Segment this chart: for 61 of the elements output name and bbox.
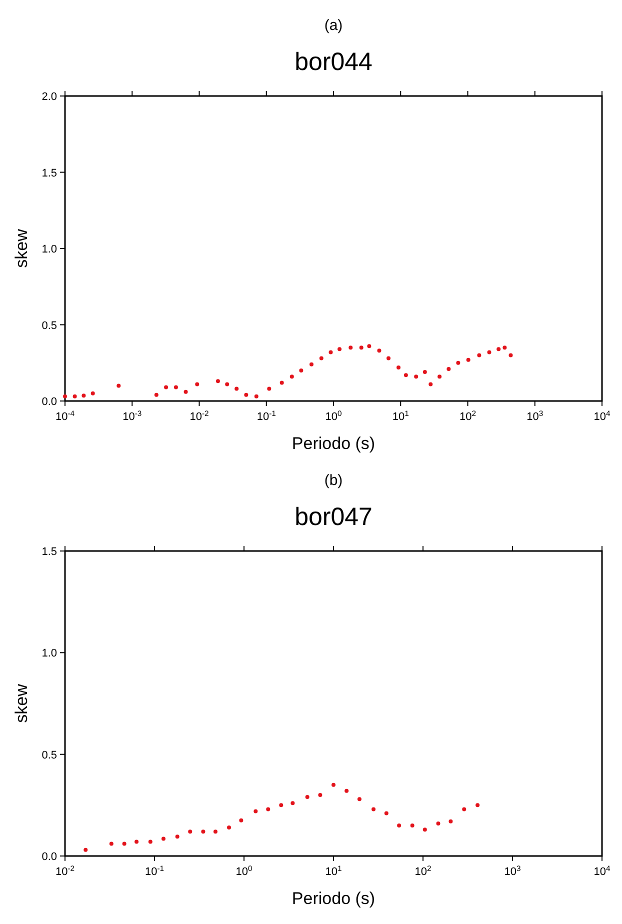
text: (a) <box>324 17 343 34</box>
point <box>410 824 414 828</box>
y-tick-label: 0.0 <box>42 396 57 408</box>
point <box>266 807 270 812</box>
point <box>332 782 336 787</box>
x-tick-label: 10$^{-2}$ <box>55 864 75 878</box>
point <box>254 809 258 814</box>
point <box>134 840 139 844</box>
point <box>436 821 440 826</box>
point <box>372 807 376 812</box>
point <box>422 828 427 832</box>
y-tick-label: 1.5 <box>42 546 57 558</box>
x-tick-label: 10$^{4}$ <box>594 408 611 423</box>
x-tick-label: 10$^{2}$ <box>459 408 476 423</box>
y-tick-label: 2.0 <box>42 91 57 103</box>
x-tick-label: 10$^{0}$ <box>325 408 342 423</box>
x-tick-label: 10$^{-4}$ <box>55 408 76 423</box>
chart-title: bor047 <box>294 503 372 531</box>
chart-title: bor044 <box>294 48 373 76</box>
point <box>384 811 388 816</box>
x-tick-label: 10$^{-1}$ <box>144 864 164 878</box>
point <box>448 819 453 824</box>
y-tick-label: 0.5 <box>42 749 57 762</box>
y-tick-label: 0.5 <box>42 320 57 332</box>
x-tick-label: 10$^{4}$ <box>594 864 611 878</box>
text: (b) <box>324 472 343 489</box>
y-axis-title: skew <box>12 228 31 268</box>
point <box>279 803 284 808</box>
point <box>161 836 166 841</box>
x-tick-label: 10$^{2}$ <box>414 864 432 878</box>
point <box>344 788 349 793</box>
point <box>462 807 466 812</box>
point <box>357 797 362 802</box>
x-tick-label: 10$^{1}$ <box>325 864 342 878</box>
point <box>397 824 402 828</box>
point <box>318 793 322 797</box>
x-tick-label: 10$^{3}$ <box>526 408 544 423</box>
point <box>175 834 180 839</box>
x-axis-title: Periodo (s) <box>292 434 376 453</box>
x-tick-label: 10$^{3}$ <box>504 864 521 878</box>
point <box>227 826 232 830</box>
point <box>476 803 480 808</box>
x-tick-label: 10$^{-3}$ <box>122 408 142 423</box>
point <box>148 840 152 844</box>
point <box>188 830 192 834</box>
y-tick-label: 1.5 <box>42 167 57 180</box>
x-tick-label: 10$^{1}$ <box>392 408 409 423</box>
point <box>239 818 244 822</box>
point <box>213 830 218 834</box>
x-axis-title: Periodo (s) <box>292 889 376 908</box>
x-tick-label: 10$^{-2}$ <box>190 408 209 423</box>
y-tick-label: 1.0 <box>42 244 57 256</box>
point <box>305 795 310 800</box>
y-tick-label: 0.0 <box>42 851 57 863</box>
y-tick-label: 1.0 <box>42 648 57 660</box>
point <box>201 830 206 834</box>
x-tick-label: 10$^{-1}$ <box>256 408 276 423</box>
x-tick-label: 10$^{0}$ <box>236 864 252 878</box>
point <box>109 842 114 846</box>
y-axis-title: skew <box>12 683 31 723</box>
point <box>122 842 126 846</box>
